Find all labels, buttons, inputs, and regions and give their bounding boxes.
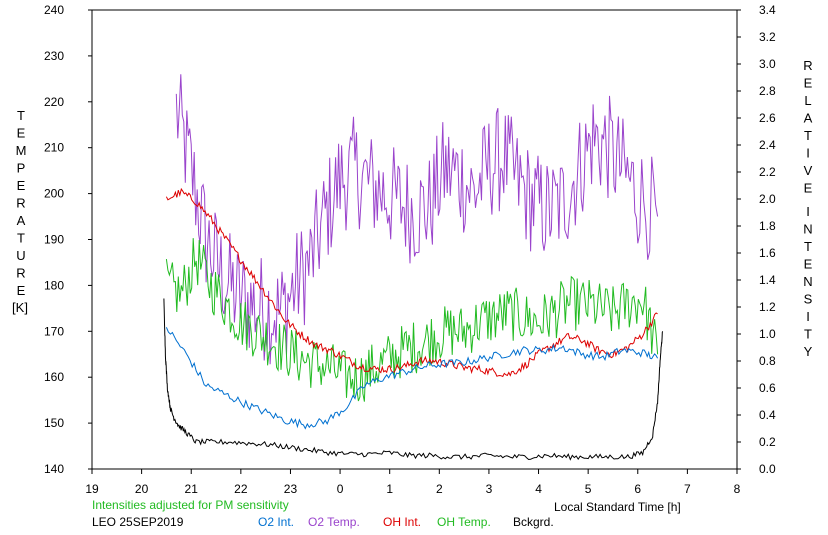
x-tick-label: 1 [386, 482, 393, 496]
left-axis-letter: E [17, 126, 26, 141]
right-axis-letter: T [804, 128, 812, 143]
left-axis-letter: M [16, 143, 27, 158]
x-tick-label: 0 [337, 482, 344, 496]
left-tick-label: 190 [44, 233, 64, 247]
right-tick-label: 3.2 [759, 30, 776, 44]
left-tick-label: 150 [44, 416, 64, 430]
x-tick-label: 7 [684, 482, 691, 496]
right-axis-letter: V [804, 163, 813, 178]
right-axis-letter: T [804, 239, 812, 254]
right-axis-letter: L [804, 93, 811, 108]
right-axis-letter: T [804, 327, 812, 342]
x-tick-label: 21 [185, 482, 199, 496]
x-tick-label: 23 [284, 482, 298, 496]
x-tick-label: 22 [234, 482, 248, 496]
left-axis-unit: [K] [12, 300, 28, 315]
right-tick-label: 3.4 [759, 3, 776, 17]
legend-bckgrd: Bckgrd. [513, 515, 554, 529]
right-axis-letter: E [804, 257, 813, 272]
x-tick-label: 8 [734, 482, 741, 496]
left-tick-label: 240 [44, 3, 64, 17]
right-tick-label: 0.4 [759, 408, 776, 422]
series-line-oh-temp [165, 238, 659, 402]
plot-frame [91, 9, 738, 470]
right-tick-label: 0.0 [759, 462, 776, 476]
right-tick-label: 1.2 [759, 300, 776, 314]
right-tick-label: 1.8 [759, 219, 776, 233]
series-line-o2-int [165, 327, 659, 430]
right-axis-letter: A [804, 111, 813, 126]
right-axis-letter: E [804, 76, 813, 91]
right-axis-letter: R [803, 58, 812, 73]
right-tick-label: 0.6 [759, 381, 776, 395]
left-tick-label: 160 [44, 370, 64, 384]
right-tick-label: 1.4 [759, 273, 776, 287]
right-axis-letter: N [803, 274, 812, 289]
x-tick-label: 3 [486, 482, 493, 496]
legend-o2-temp: O2 Temp. [308, 515, 360, 529]
left-axis-letter: E [17, 283, 26, 298]
right-tick-label: 1.0 [759, 327, 776, 341]
x-tick-label: 5 [585, 482, 592, 496]
left-axis-letter: R [16, 266, 25, 281]
right-tick-label: 0.2 [759, 435, 776, 449]
legend-o2-int: O2 Int. [258, 515, 295, 529]
right-axis-letter: N [803, 222, 812, 237]
left-tick-label: 230 [44, 49, 64, 63]
x-axis-label: Local Standard Time [h] [554, 500, 681, 514]
right-axis-letter: I [806, 146, 810, 161]
left-axis-letter: E [17, 178, 26, 193]
left-tick-label: 170 [44, 324, 64, 338]
right-tick-label: 2.4 [759, 138, 776, 152]
x-tick-label: 2 [436, 482, 443, 496]
left-axis-letter: P [17, 161, 26, 176]
legend-oh-temp: OH Temp. [437, 515, 491, 529]
right-tick-label: 1.6 [759, 246, 776, 260]
series-line-bckgrd [163, 298, 664, 461]
legend-oh-int: OH Int. [383, 515, 422, 529]
x-tick-label: 4 [535, 482, 542, 496]
left-tick-label: 140 [44, 462, 64, 476]
x-tick-label: 19 [85, 482, 99, 496]
series-line-o2-temp [175, 74, 659, 365]
right-tick-label: 0.8 [759, 354, 776, 368]
right-axis-letter: S [804, 292, 813, 307]
left-axis-letter: R [16, 196, 25, 211]
right-axis-letter: Y [804, 344, 813, 359]
right-axis-letter: E [804, 181, 813, 196]
right-axis-letter: I [806, 309, 810, 324]
left-axis-letter: U [16, 248, 25, 263]
right-axis-letter: I [806, 204, 810, 219]
right-tick-label: 2.6 [759, 111, 776, 125]
series-line-oh-int [165, 187, 658, 378]
left-axis-letter: T [17, 108, 25, 123]
right-tick-label: 3.0 [759, 57, 776, 71]
note-text: Intensities adjusted for PM sensitivity [92, 498, 289, 512]
left-tick-label: 200 [44, 187, 64, 201]
station-label: LEO 25SEP2019 [92, 515, 184, 529]
right-tick-label: 2.2 [759, 165, 776, 179]
x-tick-label: 6 [634, 482, 641, 496]
right-tick-label: 2.8 [759, 84, 776, 98]
left-tick-label: 180 [44, 278, 64, 292]
left-tick-label: 220 [44, 95, 64, 109]
left-axis-letter: T [17, 231, 25, 246]
right-tick-label: 2.0 [759, 192, 776, 206]
x-tick-label: 20 [135, 482, 149, 496]
left-axis-letter: A [17, 213, 26, 228]
left-tick-label: 210 [44, 141, 64, 155]
